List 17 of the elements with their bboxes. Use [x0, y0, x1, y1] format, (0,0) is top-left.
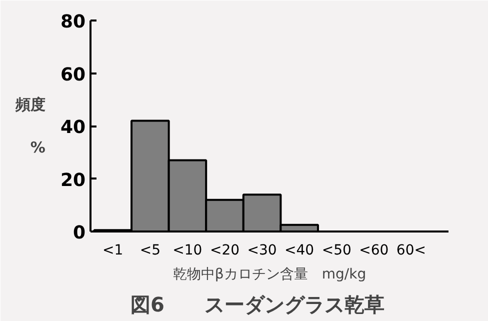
x-tick-label: <40 [284, 242, 314, 258]
y-tick-label: 60 [60, 64, 86, 86]
x-tick-label: <30 [247, 242, 277, 258]
text: 図6 スーダングラス乾草 [130, 292, 384, 316]
text: 頻度 % [15, 95, 46, 157]
x-tick-label: <1 [102, 242, 124, 258]
y-tick-label: 80 [60, 12, 86, 32]
y-tick-label: 0 [72, 222, 86, 244]
y-tick-label: 20 [60, 170, 86, 191]
x-axis-title: 乾物中βカロチン含量 mg/kg [172, 266, 366, 282]
x-tick-label: <5 [140, 242, 160, 258]
x-tick-label: 60< [396, 242, 426, 258]
x-tick-label: <60 [359, 242, 389, 258]
y-tick-label: 40 [60, 117, 86, 138]
x-tick-label: <50 [322, 242, 352, 258]
x-tick-label: <10 [172, 242, 202, 258]
x-tick-label: <20 [210, 242, 240, 258]
